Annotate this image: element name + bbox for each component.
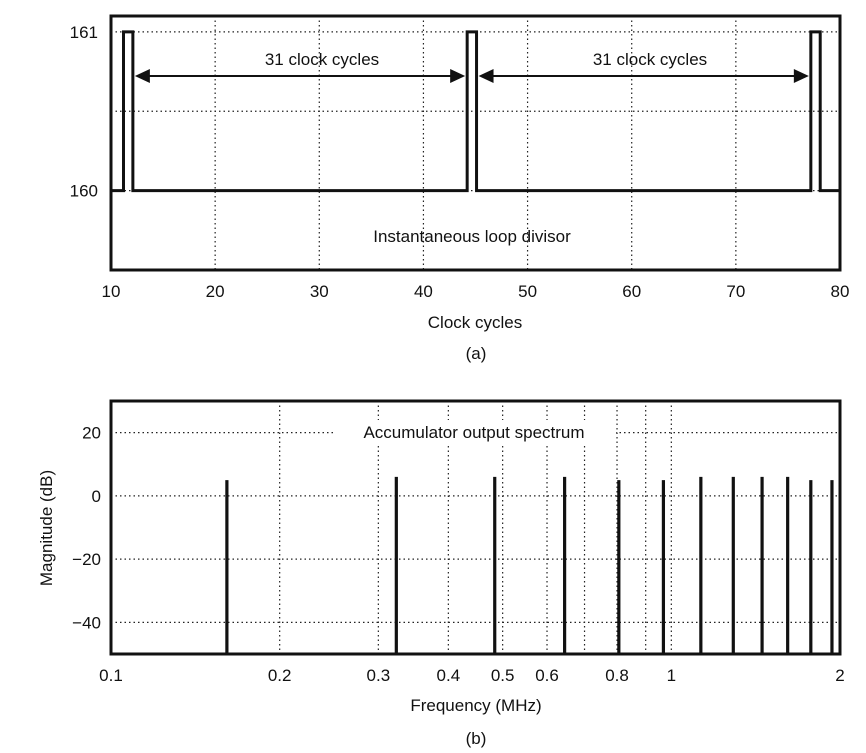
plot-a-frame [109,14,842,272]
plot-b-x-tick-label: 0.3 [367,666,391,685]
arrowhead-left [134,69,150,83]
plot-b-subplot-label: (b) [466,729,487,748]
plot-a-y-tick-label: 161 [70,23,98,42]
arrowhead-right [793,69,809,83]
plot-b-y-axis-label: Magnitude (dB) [37,470,56,586]
plot-b-spectrum-chart: Accumulator output spectrum 0.1 0.2 0.3 0.4… [37,399,845,748]
plot-a-x-tick-label: 60 [622,282,641,301]
annotation-background [336,420,616,444]
arrowhead-right [450,69,466,83]
plot-a-span-arrows [134,69,809,83]
plot-a-x-tick-label: 50 [518,282,537,301]
plot-b-x-tick-label: 0.6 [535,666,559,685]
span-label-2: 31 clock cycles [593,50,707,69]
plot-a-x-tick-label: 70 [726,282,745,301]
plot-b-x-tick-label: 0.4 [437,666,461,685]
plot-b-x-ticks: 0.1 0.2 0.3 0.4 0.5 0.6 0.8 1 2 [99,666,845,685]
plot-b-frame [109,399,842,656]
plot-a-timing-chart: 31 clock cycles 31 clock cycles Instanta… [70,14,850,363]
plot-a-divisor-trace [111,30,840,193]
plot-b-x-tick-label: 0.2 [268,666,292,685]
plot-b-y-tick-label: 0 [92,487,101,506]
plot-a-x-tick-label: 10 [102,282,121,301]
plot-a-x-tick-label: 30 [310,282,329,301]
plot-a-y-tick-label: 160 [70,182,98,201]
plot-b-y-tick-label: −20 [72,550,101,569]
plot-b-x-axis-label: Frequency (MHz) [410,696,541,715]
plot-a-x-tick-label: 80 [831,282,850,301]
plot-b-y-ticks: 20 0 −20 −40 [72,424,101,633]
arrowhead-left [478,69,494,83]
plot-a-y-ticks: 160 161 [70,23,98,201]
plot-b-x-tick-label: 0.1 [99,666,123,685]
divisor-trace-line [111,30,840,193]
plot-a-x-tick-label: 40 [414,282,433,301]
plot-b-x-tick-label: 0.5 [491,666,515,685]
plot-b-y-tick-label: −40 [72,613,101,632]
plot-b-spectral-lines [225,476,834,654]
plot-b-x-tick-label: 0.8 [605,666,629,685]
span-label-1: 31 clock cycles [265,50,379,69]
plot-b-x-tick-label: 1 [667,666,676,685]
plot-a-x-tick-label: 20 [206,282,225,301]
spectrum-annotation: Accumulator output spectrum [363,423,584,442]
center-label: Instantaneous loop divisor [373,227,571,246]
plot-a-x-axis-label: Clock cycles [428,313,522,332]
plot-a-subplot-label: (a) [466,344,487,363]
plot-b-y-tick-label: 20 [82,424,101,443]
plot-b-x-tick-label: 2 [835,666,844,685]
plot-a-x-ticks: 10 20 30 40 50 60 70 80 [102,282,850,301]
